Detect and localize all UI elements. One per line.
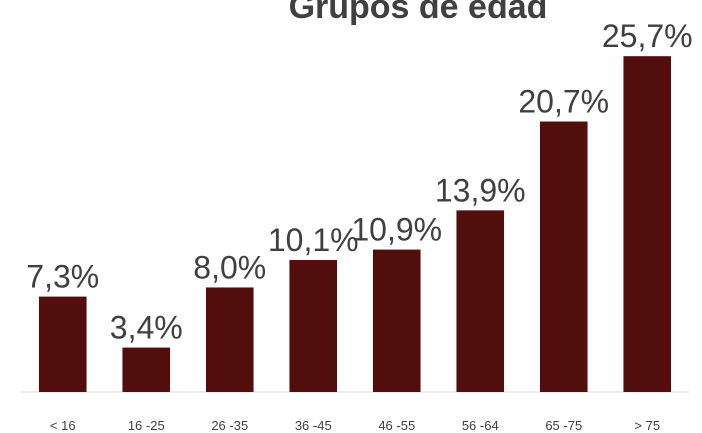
x-tick-label: 16 -25 — [128, 418, 165, 433]
bar — [122, 347, 171, 392]
x-tick-label: 65 -75 — [545, 418, 582, 433]
bar — [539, 121, 588, 393]
x-tick-label: > 75 — [634, 418, 660, 433]
bar — [456, 210, 505, 392]
x-tick-label: 36 -45 — [295, 418, 332, 433]
data-label: 13,9% — [435, 172, 526, 208]
x-tick-label: 46 -55 — [378, 418, 415, 433]
data-label: 10,1% — [268, 222, 359, 258]
data-label: 8,0% — [193, 249, 266, 285]
data-label: 7,3% — [26, 259, 99, 295]
x-tick-label: 26 -35 — [211, 418, 248, 433]
bar — [205, 287, 254, 392]
bar — [372, 249, 421, 392]
data-label: 10,9% — [351, 212, 442, 248]
data-label: 25,7% — [602, 18, 693, 54]
x-tick-label: < 16 — [50, 418, 76, 433]
data-label: 3,4% — [110, 310, 183, 346]
chart-title: Grupos de edad — [289, 0, 548, 26]
data-label: 20,7% — [518, 84, 609, 120]
bar — [38, 296, 87, 392]
bar — [623, 56, 672, 392]
x-tick-label: 56 -64 — [462, 418, 499, 433]
bar — [289, 260, 338, 392]
